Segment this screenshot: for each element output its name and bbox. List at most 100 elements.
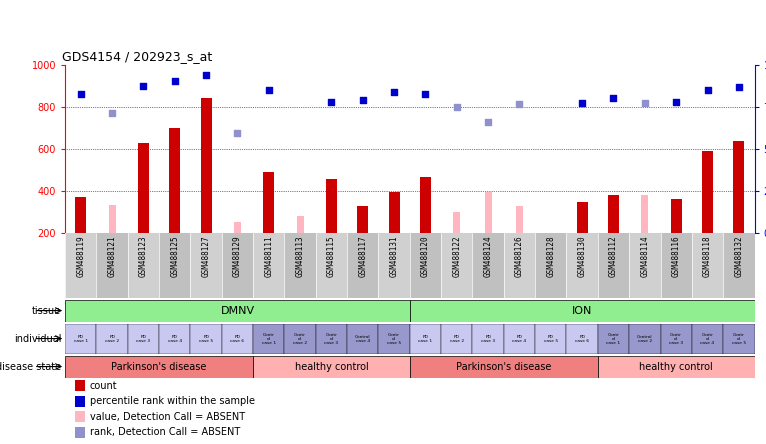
Bar xyxy=(692,324,723,353)
Bar xyxy=(191,324,222,353)
Text: PD
case 1: PD case 1 xyxy=(418,335,433,343)
Bar xyxy=(75,427,85,438)
Bar xyxy=(608,195,619,233)
Bar xyxy=(516,206,523,233)
Bar xyxy=(723,324,755,353)
Bar xyxy=(660,233,692,297)
Point xyxy=(137,82,149,89)
Text: GSM488125: GSM488125 xyxy=(170,236,179,278)
Bar xyxy=(65,233,97,297)
Text: GSM488111: GSM488111 xyxy=(264,236,273,278)
Point xyxy=(733,83,745,90)
Text: GSM488126: GSM488126 xyxy=(515,236,524,278)
Bar xyxy=(504,324,535,353)
Point xyxy=(169,78,181,85)
Point xyxy=(231,129,244,136)
Text: DMNV: DMNV xyxy=(221,305,254,316)
Text: PD
case 3: PD case 3 xyxy=(136,335,150,343)
Text: disease state: disease state xyxy=(0,361,61,372)
Point xyxy=(482,119,494,126)
Bar xyxy=(75,197,87,233)
Text: PD
case 6: PD case 6 xyxy=(231,335,244,343)
Bar xyxy=(535,324,567,353)
Bar xyxy=(410,324,441,353)
Bar xyxy=(723,233,755,297)
Bar xyxy=(357,206,368,233)
Bar xyxy=(253,233,284,297)
Bar xyxy=(284,233,316,297)
Text: GSM488123: GSM488123 xyxy=(139,236,148,278)
Bar xyxy=(567,233,597,297)
Text: Parkinson's disease: Parkinson's disease xyxy=(456,361,552,372)
Bar xyxy=(473,233,504,297)
Text: GDS4154 / 202923_s_at: GDS4154 / 202923_s_at xyxy=(61,50,212,63)
Bar xyxy=(629,324,660,353)
Bar xyxy=(264,172,274,233)
Text: healthy control: healthy control xyxy=(295,361,368,372)
Bar xyxy=(316,324,347,353)
Bar xyxy=(378,324,410,353)
Bar xyxy=(97,233,128,297)
Text: PD
case 2: PD case 2 xyxy=(105,335,119,343)
Text: Contr
ol
case 5: Contr ol case 5 xyxy=(387,333,401,345)
Bar xyxy=(169,127,180,233)
Point xyxy=(326,99,338,106)
Bar xyxy=(159,233,191,297)
Text: value, Detection Call = ABSENT: value, Detection Call = ABSENT xyxy=(90,412,245,422)
Point xyxy=(607,95,620,102)
Bar xyxy=(128,233,159,297)
Text: GSM488118: GSM488118 xyxy=(703,236,712,278)
Bar xyxy=(597,233,629,297)
Text: PD
case 6: PD case 6 xyxy=(575,335,589,343)
Text: individual: individual xyxy=(14,333,61,344)
Bar xyxy=(97,324,128,353)
Bar xyxy=(347,233,378,297)
Text: Parkinson's disease: Parkinson's disease xyxy=(111,361,207,372)
Text: PD
case 5: PD case 5 xyxy=(544,335,558,343)
Text: GSM488121: GSM488121 xyxy=(107,236,116,278)
Text: Contr
ol
case 3: Contr ol case 3 xyxy=(669,333,683,345)
Bar xyxy=(441,233,473,297)
Bar xyxy=(577,202,588,233)
Bar xyxy=(326,179,337,233)
Bar xyxy=(410,233,441,297)
Text: PD
case 3: PD case 3 xyxy=(481,335,495,343)
Text: count: count xyxy=(90,381,117,391)
Text: GSM488119: GSM488119 xyxy=(77,236,85,278)
Bar xyxy=(692,233,723,297)
Bar xyxy=(75,380,85,391)
Bar xyxy=(441,324,473,353)
Bar xyxy=(485,192,492,233)
Text: GSM488113: GSM488113 xyxy=(296,236,305,278)
Text: rank, Detection Call = ABSENT: rank, Detection Call = ABSENT xyxy=(90,428,241,437)
Bar xyxy=(641,195,648,233)
Text: GSM488120: GSM488120 xyxy=(421,236,430,278)
Point xyxy=(576,100,588,107)
Text: Contr
ol
case 1: Contr ol case 1 xyxy=(607,333,620,345)
Point xyxy=(670,99,683,106)
Text: GSM488115: GSM488115 xyxy=(327,236,336,278)
Text: GSM488124: GSM488124 xyxy=(483,236,493,278)
Text: GSM488132: GSM488132 xyxy=(735,236,743,278)
Point xyxy=(513,101,525,108)
Bar xyxy=(629,233,660,297)
Text: GSM488131: GSM488131 xyxy=(390,236,398,278)
Text: PD
case 5: PD case 5 xyxy=(199,335,213,343)
Bar xyxy=(222,233,253,297)
Text: GSM488130: GSM488130 xyxy=(578,236,587,278)
Bar xyxy=(410,356,597,377)
Bar xyxy=(597,356,755,377)
Bar xyxy=(504,233,535,297)
Point xyxy=(357,97,369,104)
Bar xyxy=(128,324,159,353)
Bar xyxy=(222,324,253,353)
Text: ION: ION xyxy=(572,305,592,316)
Bar xyxy=(75,411,85,422)
Point xyxy=(200,71,212,79)
Point xyxy=(419,91,431,98)
Point xyxy=(388,88,401,95)
Point xyxy=(639,100,651,107)
Text: percentile rank within the sample: percentile rank within the sample xyxy=(90,396,255,406)
Bar xyxy=(473,324,504,353)
Point xyxy=(450,103,463,110)
